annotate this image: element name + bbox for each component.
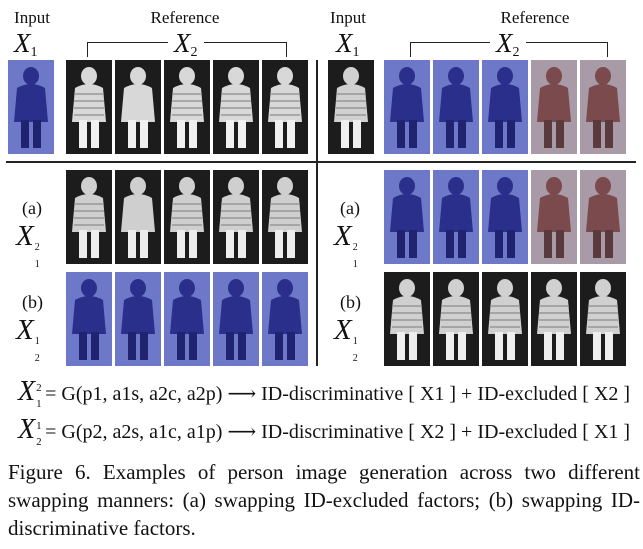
input-image-left	[8, 60, 54, 154]
reference-ir-left-1	[66, 60, 112, 154]
equation-2: X 1 2 = G(p2, a2s, a1c, a1p) ⟶ ID-discrimin…	[18, 414, 631, 448]
reference-ir-left-3	[164, 60, 210, 154]
row-a-label-right: (a)	[340, 198, 360, 218]
reference-header-left: Reference	[150, 8, 220, 27]
vertical-divider	[316, 60, 318, 366]
generated-b-left-5	[262, 272, 308, 366]
reference-ir-left-5	[262, 60, 308, 154]
row-a-label-left: (a)	[22, 198, 42, 218]
equation-1: X 2 1 = G(p1, a1s, a2c, a2p) ⟶ ID-discrimin…	[18, 376, 631, 410]
x2-label-left: X2	[168, 30, 204, 60]
generated-a-right-4	[531, 170, 577, 264]
generated-a-left-4	[213, 170, 259, 264]
input-header-right: Input	[330, 8, 366, 27]
reference-ir-left-4	[213, 60, 259, 154]
generated-b-left-2	[115, 272, 161, 366]
generated-b-right-3	[482, 272, 528, 366]
input-header-left: Input	[14, 8, 50, 27]
row-b-label-left: (b)	[22, 292, 43, 312]
reference-rgb-right-1	[384, 60, 430, 154]
generated-a-left-5	[262, 170, 308, 264]
generated-a-left-2	[115, 170, 161, 264]
generated-b-right-5	[580, 272, 626, 366]
reference-header-right: Reference	[500, 8, 570, 27]
generated-b-right-2	[433, 272, 479, 366]
generated-b-left-1	[66, 272, 112, 366]
input-image-right	[328, 60, 374, 154]
generated-a-right-3	[482, 170, 528, 264]
x1-label-right: X1	[336, 28, 360, 60]
horizontal-divider	[6, 161, 636, 163]
reference-rgb-right-4	[531, 60, 577, 154]
generated-a-left-3	[164, 170, 210, 264]
reference-rgb-right-5	[580, 60, 626, 154]
x2-label-right: X2	[490, 30, 526, 60]
reference-rgb-right-2	[433, 60, 479, 154]
generated-b-left-4	[213, 272, 259, 366]
generated-b-left-3	[164, 272, 210, 366]
figure-caption: Figure 6. Examples of person image gener…	[8, 460, 640, 540]
generated-b-right-1	[384, 272, 430, 366]
x1-label-left: X1	[14, 28, 38, 60]
reference-ir-left-2	[115, 60, 161, 154]
generated-a-right-2	[433, 170, 479, 264]
row-b-label-right: (b)	[340, 292, 361, 312]
generated-a-right-1	[384, 170, 430, 264]
reference-rgb-right-3	[482, 60, 528, 154]
generated-a-left-1	[66, 170, 112, 264]
generated-a-right-5	[580, 170, 626, 264]
generated-b-right-4	[531, 272, 577, 366]
